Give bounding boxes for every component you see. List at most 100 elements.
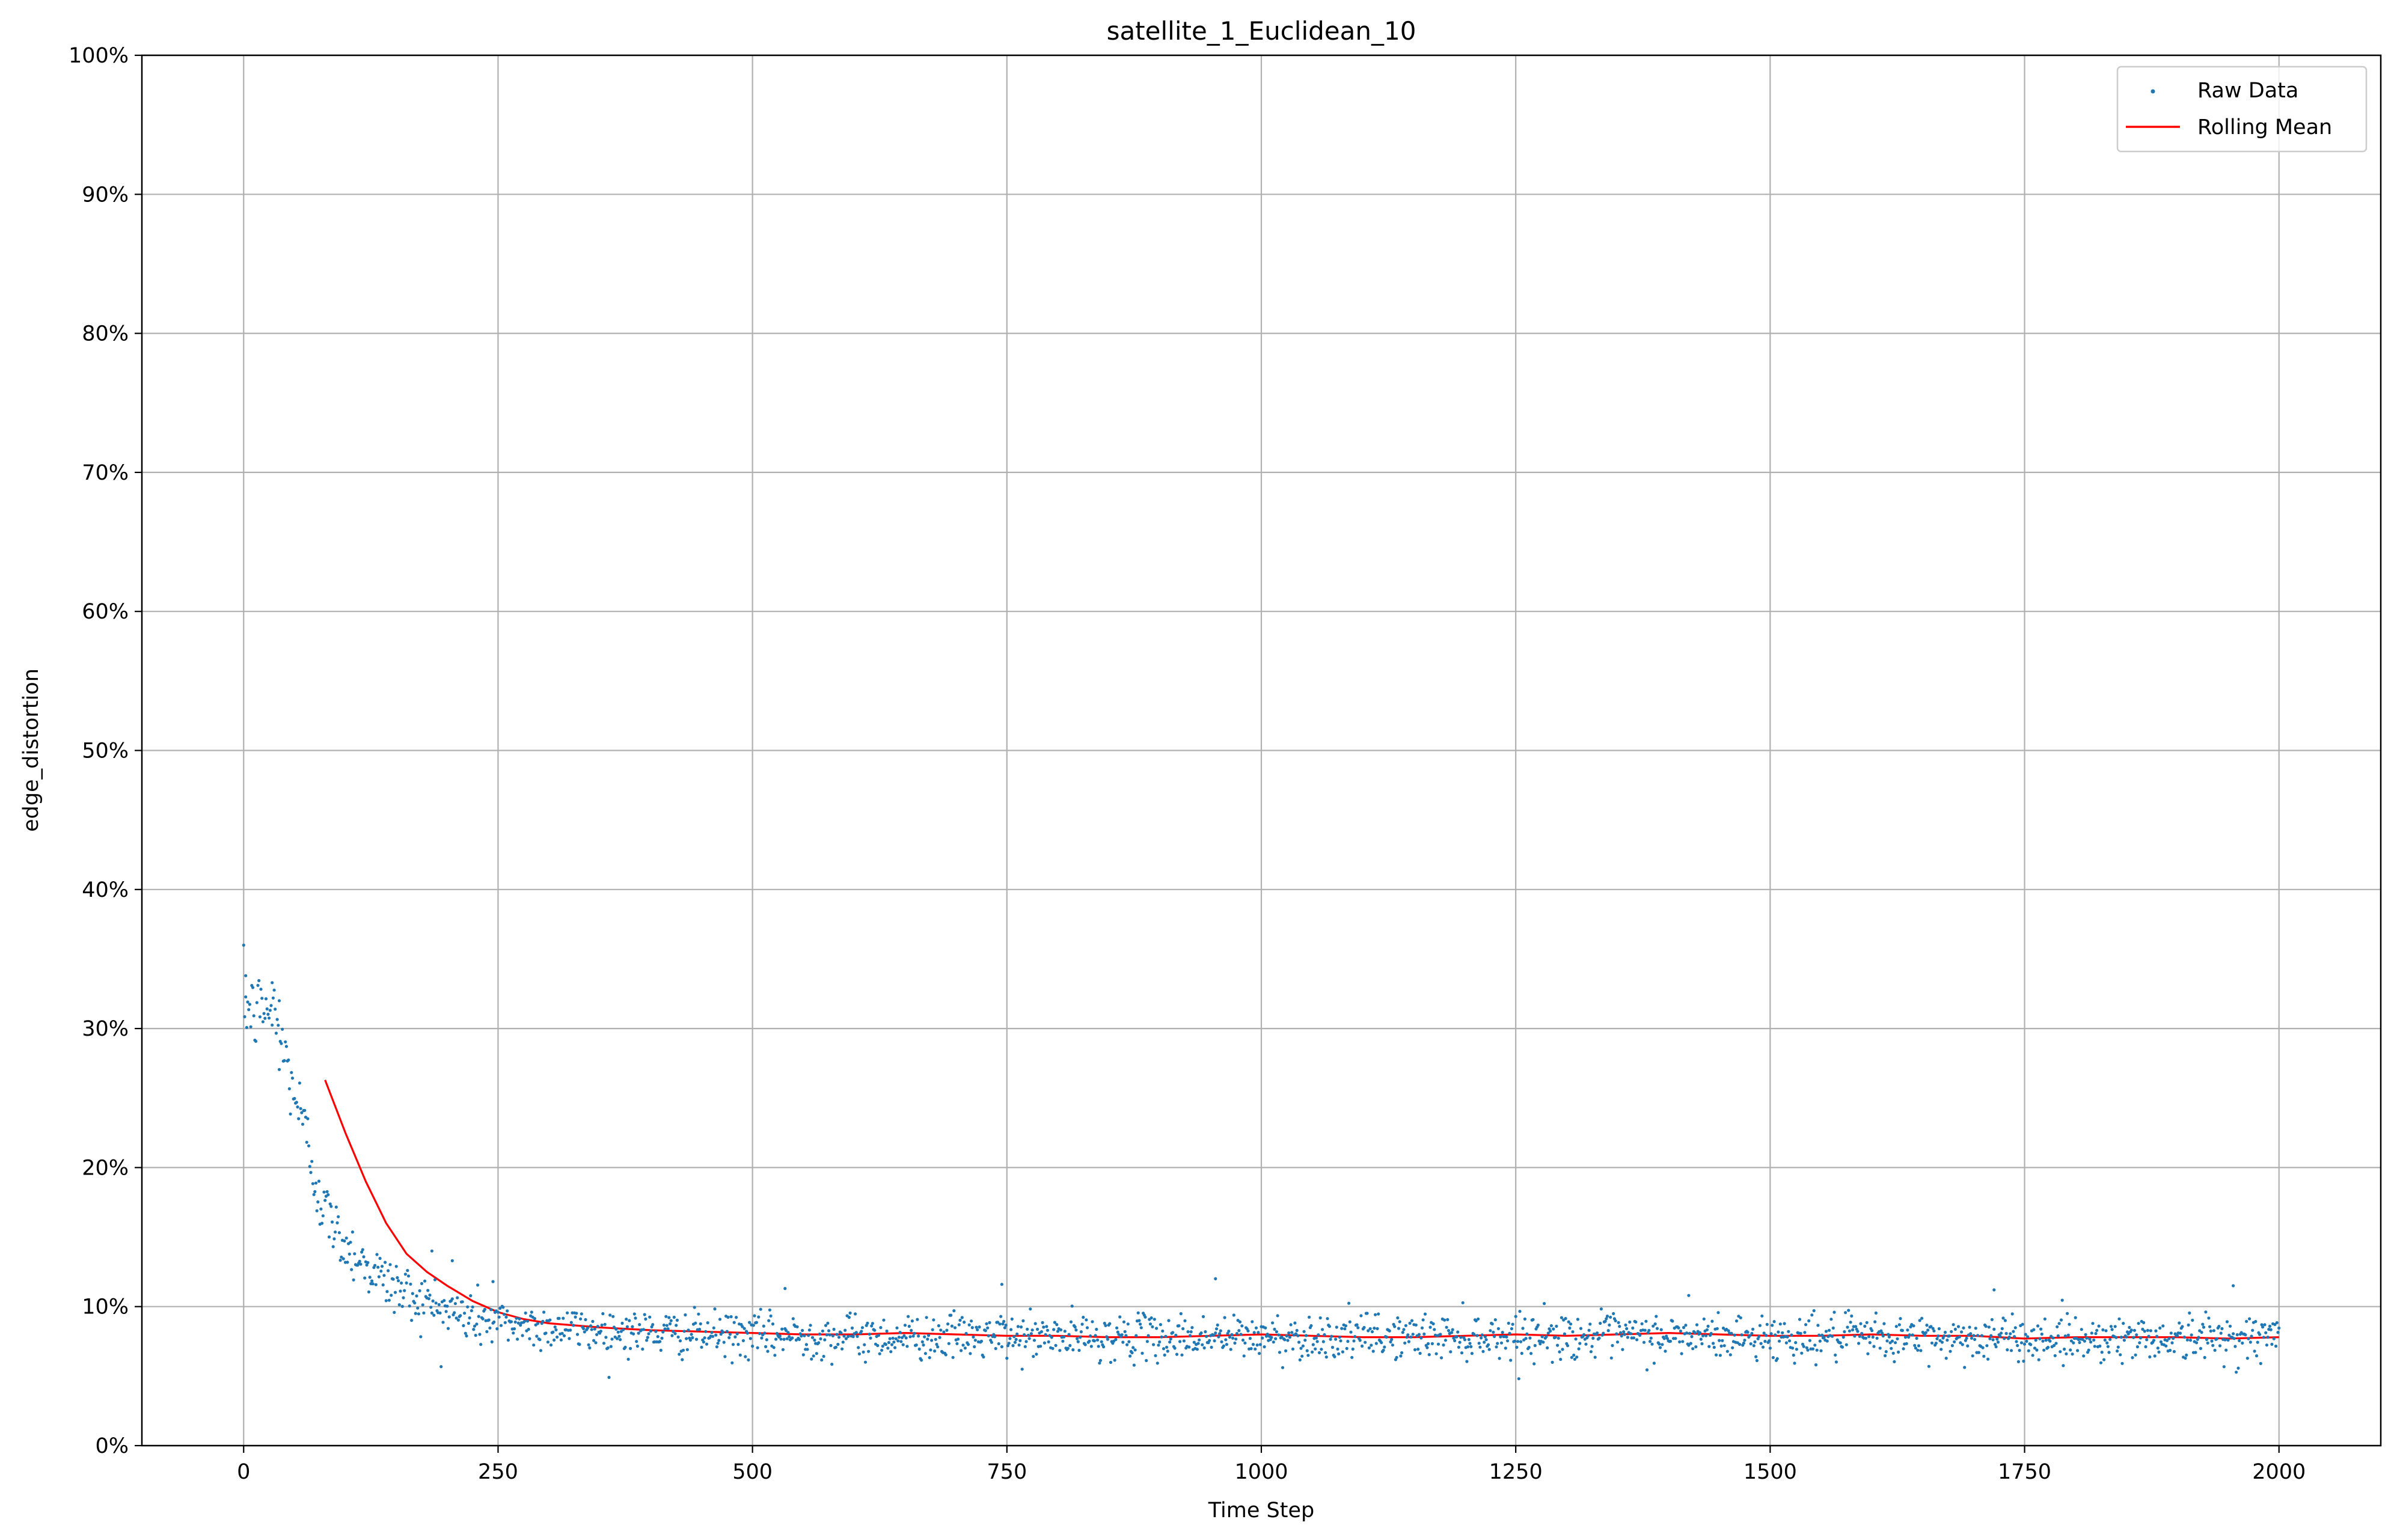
raw-data-point (1091, 1320, 1094, 1324)
raw-data-point (378, 1256, 382, 1260)
raw-data-point (583, 1330, 586, 1334)
raw-data-point (2181, 1325, 2184, 1328)
raw-data-point (1273, 1327, 1276, 1331)
raw-data-point (1152, 1343, 1156, 1346)
raw-data-point (596, 1325, 599, 1328)
raw-data-point (1798, 1318, 1802, 1321)
raw-data-point (947, 1342, 951, 1345)
raw-data-point (978, 1325, 981, 1329)
raw-data-point (668, 1322, 672, 1325)
raw-data-point (1903, 1336, 1908, 1339)
raw-data-point (726, 1315, 730, 1319)
raw-data-point (1088, 1339, 1091, 1343)
raw-data-point (1976, 1334, 1980, 1337)
raw-data-point (623, 1345, 627, 1349)
raw-data-point (1949, 1349, 1952, 1353)
raw-data-point (1655, 1315, 1658, 1318)
raw-data-point (396, 1276, 399, 1280)
raw-data-point (960, 1349, 963, 1352)
x-tick-label: 1750 (1998, 1460, 2051, 1484)
raw-data-point (1687, 1343, 1691, 1347)
raw-data-point (1652, 1361, 1656, 1365)
raw-data-point (521, 1334, 524, 1337)
raw-data-point (261, 1020, 265, 1024)
raw-data-point (591, 1319, 595, 1323)
raw-data-point (647, 1332, 651, 1336)
raw-data-point (2154, 1329, 2158, 1333)
raw-data-point (1536, 1323, 1540, 1327)
raw-data-point (1605, 1317, 1608, 1321)
raw-data-point (1351, 1347, 1355, 1351)
raw-data-point (2022, 1359, 2025, 1363)
raw-data-point (1374, 1313, 1377, 1316)
raw-data-point (1317, 1333, 1320, 1337)
raw-data-point (1205, 1334, 1208, 1338)
legend-raw-data-marker (2151, 89, 2155, 94)
raw-data-point (471, 1305, 474, 1309)
raw-data-point (1055, 1323, 1059, 1327)
raw-data-point (917, 1334, 920, 1338)
raw-data-point (263, 1016, 267, 1020)
raw-data-point (1053, 1321, 1056, 1324)
raw-data-point (1722, 1344, 1726, 1348)
x-tick-label: 2000 (2252, 1460, 2306, 1484)
raw-data-point (1289, 1323, 1293, 1327)
raw-data-point (794, 1338, 798, 1342)
raw-data-point (1228, 1335, 1232, 1339)
raw-data-point (525, 1319, 530, 1323)
raw-data-point (538, 1338, 542, 1342)
raw-data-point (553, 1325, 557, 1329)
raw-data-point (468, 1316, 471, 1320)
raw-data-point (360, 1250, 364, 1254)
raw-data-point (1314, 1347, 1317, 1351)
raw-data-point (2187, 1323, 2190, 1327)
raw-data-point (1931, 1327, 1935, 1330)
raw-data-point (774, 1337, 778, 1341)
raw-data-point (923, 1352, 927, 1355)
raw-data-point (1457, 1345, 1460, 1349)
raw-data-point (1416, 1348, 1420, 1351)
raw-data-point (2274, 1344, 2278, 1348)
raw-data-point (606, 1346, 610, 1349)
raw-data-point (1164, 1334, 1168, 1338)
raw-data-point (1406, 1333, 1410, 1337)
raw-data-point (942, 1330, 946, 1334)
raw-data-point (2109, 1325, 2113, 1328)
raw-data-point (840, 1347, 844, 1351)
raw-data-point (1410, 1319, 1414, 1322)
raw-data-point (1042, 1325, 1045, 1329)
x-tick-label: 1500 (1743, 1460, 1797, 1484)
raw-data-point (1003, 1326, 1006, 1330)
raw-data-point (2147, 1334, 2151, 1338)
raw-data-point (862, 1350, 865, 1354)
raw-data-point (2269, 1328, 2273, 1331)
raw-data-point (1516, 1340, 1520, 1343)
raw-data-point (1231, 1336, 1235, 1340)
raw-data-point (1140, 1351, 1144, 1355)
raw-data-point (1062, 1335, 1066, 1339)
raw-data-point (892, 1340, 896, 1344)
raw-data-point (1229, 1348, 1232, 1351)
raw-data-point (876, 1343, 880, 1348)
raw-data-point (1032, 1355, 1035, 1358)
raw-data-point (1299, 1346, 1303, 1350)
raw-data-point (1474, 1319, 1478, 1322)
raw-data-point (759, 1307, 762, 1311)
raw-data-point (1549, 1329, 1552, 1333)
raw-data-point (716, 1342, 720, 1345)
raw-data-point (748, 1321, 752, 1324)
raw-data-point (274, 1007, 277, 1011)
raw-data-point (2185, 1338, 2189, 1342)
raw-data-point (2089, 1340, 2093, 1344)
raw-data-point (518, 1317, 521, 1321)
raw-data-point (898, 1331, 902, 1334)
raw-data-point (847, 1316, 851, 1319)
raw-data-point (2146, 1328, 2149, 1332)
raw-data-point (1605, 1315, 1609, 1318)
raw-data-point (400, 1304, 404, 1308)
raw-data-point (1347, 1301, 1351, 1305)
raw-data-point (1649, 1336, 1653, 1340)
raw-data-point (1752, 1344, 1756, 1348)
raw-data-point (2090, 1331, 2093, 1335)
raw-data-point (756, 1346, 759, 1349)
